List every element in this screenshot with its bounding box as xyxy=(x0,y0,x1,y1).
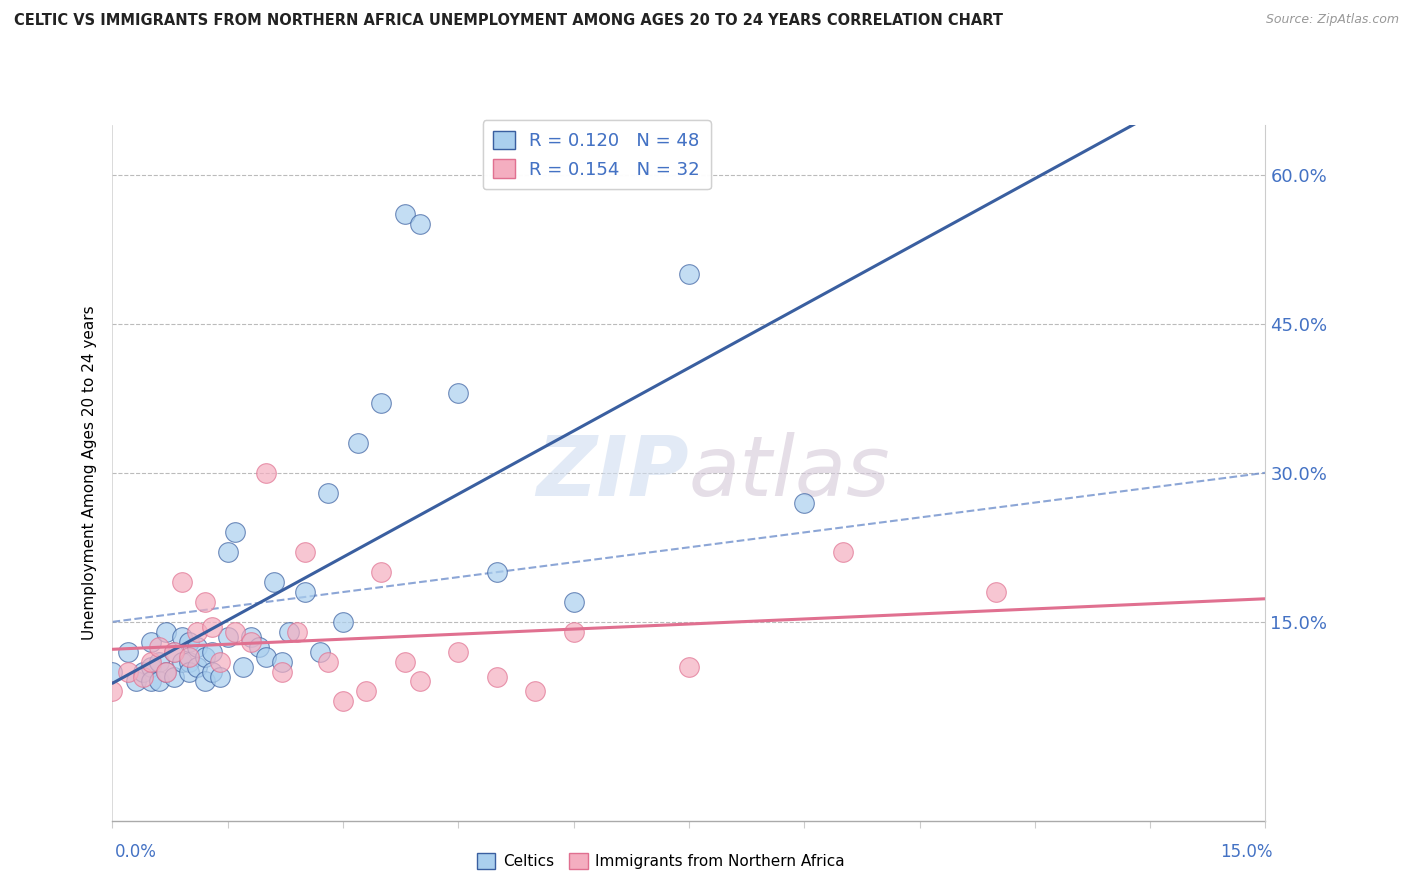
Point xyxy=(217,630,239,644)
Point xyxy=(139,655,162,669)
Point xyxy=(117,645,139,659)
Point xyxy=(224,624,246,639)
Point xyxy=(186,640,208,654)
Point xyxy=(678,267,700,281)
Point xyxy=(485,565,508,579)
Point xyxy=(132,669,155,683)
Point xyxy=(139,634,162,648)
Y-axis label: Unemployment Among Ages 20 to 24 years: Unemployment Among Ages 20 to 24 years xyxy=(82,305,97,640)
Point xyxy=(294,545,316,559)
Point xyxy=(270,655,292,669)
Point xyxy=(254,649,277,664)
Point xyxy=(793,495,815,509)
Point xyxy=(209,669,232,683)
Point xyxy=(170,630,193,644)
Point xyxy=(194,674,217,689)
Point xyxy=(370,396,392,410)
Point xyxy=(139,674,162,689)
Point xyxy=(254,466,277,480)
Legend: R = 0.120   N = 48, R = 0.154   N = 32: R = 0.120 N = 48, R = 0.154 N = 32 xyxy=(482,120,711,189)
Point xyxy=(485,669,508,683)
Point xyxy=(209,655,232,669)
Text: atlas: atlas xyxy=(689,433,890,513)
Point xyxy=(194,649,217,664)
Point xyxy=(163,645,186,659)
Text: Source: ZipAtlas.com: Source: ZipAtlas.com xyxy=(1265,13,1399,27)
Point xyxy=(132,665,155,679)
Point xyxy=(155,624,177,639)
Point xyxy=(148,674,170,689)
Point xyxy=(101,684,124,698)
Text: 15.0%: 15.0% xyxy=(1220,843,1272,861)
Point xyxy=(155,665,177,679)
Point xyxy=(148,655,170,669)
Point xyxy=(179,634,201,648)
Text: 0.0%: 0.0% xyxy=(115,843,157,861)
Point xyxy=(270,665,292,679)
Point xyxy=(201,620,224,634)
Point xyxy=(179,655,201,669)
Text: ZIP: ZIP xyxy=(536,433,689,513)
Point xyxy=(447,645,470,659)
Point xyxy=(186,624,208,639)
Point xyxy=(409,674,432,689)
Point xyxy=(139,659,162,673)
Point xyxy=(409,217,432,231)
Point xyxy=(201,645,224,659)
Point xyxy=(562,624,585,639)
Point xyxy=(524,684,547,698)
Point xyxy=(316,485,339,500)
Point xyxy=(170,575,193,590)
Legend: Celtics, Immigrants from Northern Africa: Celtics, Immigrants from Northern Africa xyxy=(471,847,851,875)
Point xyxy=(354,684,377,698)
Point xyxy=(194,595,217,609)
Point xyxy=(986,585,1008,599)
Point xyxy=(447,386,470,401)
Point xyxy=(370,565,392,579)
Point xyxy=(163,645,186,659)
Point xyxy=(117,665,139,679)
Point xyxy=(332,615,354,629)
Point xyxy=(179,649,201,664)
Point xyxy=(678,659,700,673)
Point xyxy=(394,655,416,669)
Point xyxy=(201,665,224,679)
Point xyxy=(831,545,853,559)
Point xyxy=(186,659,208,673)
Point xyxy=(285,624,308,639)
Point xyxy=(316,655,339,669)
Point xyxy=(239,634,262,648)
Point xyxy=(170,655,193,669)
Point xyxy=(224,525,246,540)
Point xyxy=(155,665,177,679)
Point xyxy=(217,545,239,559)
Point xyxy=(278,624,301,639)
Point xyxy=(294,585,316,599)
Point xyxy=(247,640,270,654)
Point xyxy=(394,207,416,221)
Point xyxy=(163,669,186,683)
Text: CELTIC VS IMMIGRANTS FROM NORTHERN AFRICA UNEMPLOYMENT AMONG AGES 20 TO 24 YEARS: CELTIC VS IMMIGRANTS FROM NORTHERN AFRIC… xyxy=(14,13,1002,29)
Point xyxy=(347,436,370,450)
Point xyxy=(263,575,285,590)
Point xyxy=(239,630,262,644)
Point xyxy=(309,645,332,659)
Point xyxy=(232,659,254,673)
Point xyxy=(179,665,201,679)
Point xyxy=(332,694,354,708)
Point xyxy=(101,665,124,679)
Point xyxy=(562,595,585,609)
Point xyxy=(124,674,146,689)
Point xyxy=(148,640,170,654)
